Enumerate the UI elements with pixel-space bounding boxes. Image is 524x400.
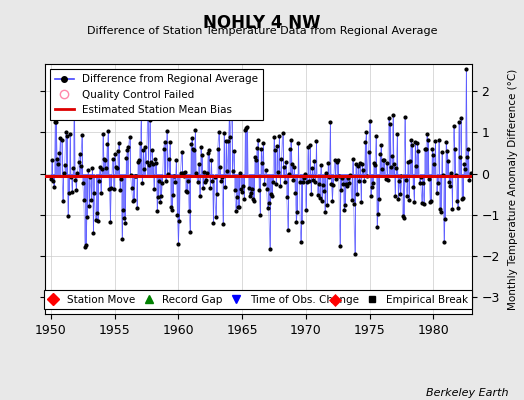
Text: NOHLY 4 NW: NOHLY 4 NW bbox=[203, 14, 321, 32]
Text: Difference of Station Temperature Data from Regional Average: Difference of Station Temperature Data f… bbox=[87, 26, 437, 36]
Text: Berkeley Earth: Berkeley Earth bbox=[426, 388, 508, 398]
Y-axis label: Monthly Temperature Anomaly Difference (°C): Monthly Temperature Anomaly Difference (… bbox=[508, 68, 518, 310]
Legend: Station Move, Record Gap, Time of Obs. Change, Empirical Break: Station Move, Record Gap, Time of Obs. C… bbox=[44, 290, 472, 309]
